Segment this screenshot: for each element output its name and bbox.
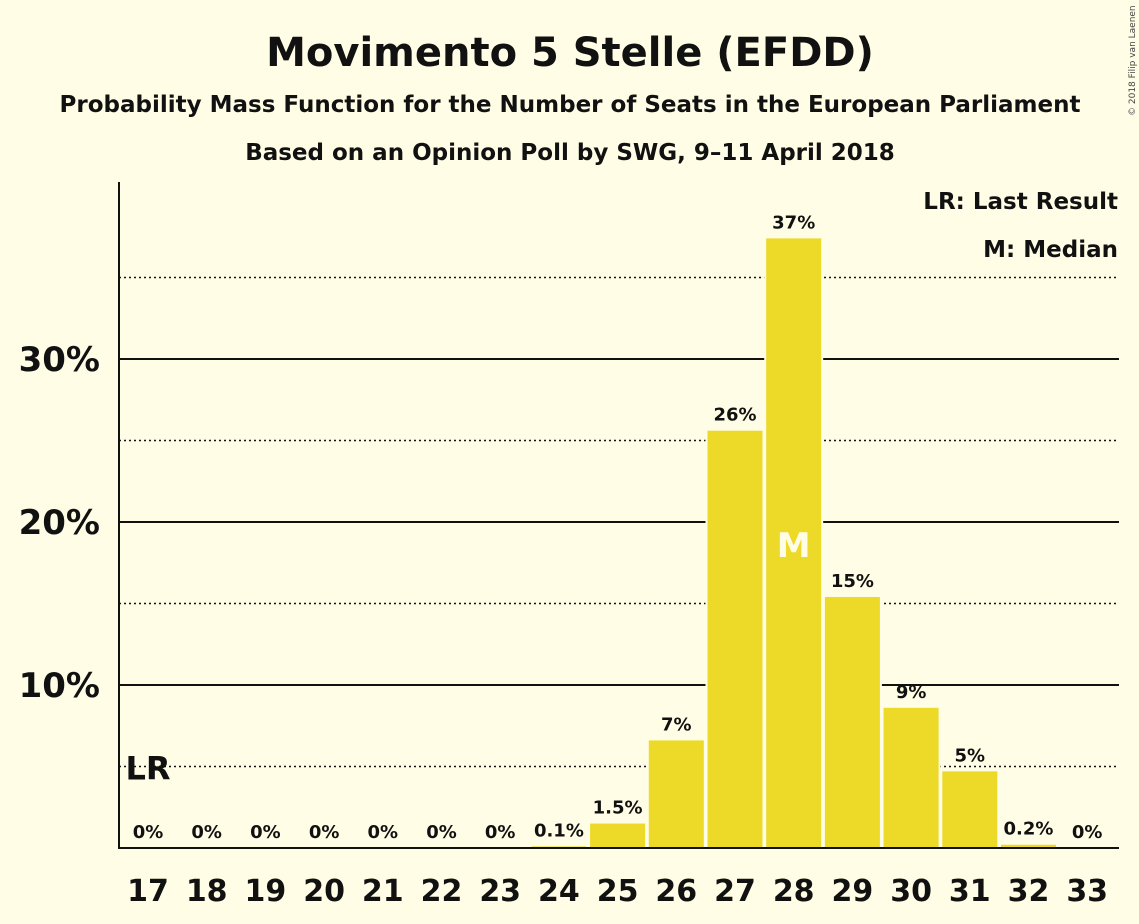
- chart-subtitle-poll: Based on an Opinion Poll by SWG, 9–11 Ap…: [245, 140, 895, 166]
- x-tick-25: 25: [597, 874, 639, 909]
- bar-seats-26: [648, 740, 704, 848]
- last-result-marker: LR: [125, 750, 170, 788]
- x-tick-31: 31: [949, 874, 991, 909]
- x-tick-19: 19: [245, 874, 287, 909]
- bar-seats-25: [590, 823, 646, 848]
- copyright-notice: © 2018 Filip van Laenen: [1128, 5, 1138, 116]
- bar-seats-32: [1001, 844, 1056, 848]
- x-tick-labels: 17 18 19 20 21 22 23 24 25 26 27 28 29 30 31 32 33: [127, 874, 1108, 909]
- x-tick-27: 27: [714, 874, 756, 909]
- x-tick-26: 26: [655, 874, 697, 909]
- data-label-29: 15%: [831, 571, 874, 592]
- bar-gap: [529, 844, 589, 848]
- x-tick-22: 22: [421, 874, 463, 909]
- x-tick-32: 32: [1008, 874, 1050, 909]
- x-tick-18: 18: [186, 874, 228, 909]
- data-label-24: 0.1%: [534, 820, 584, 841]
- data-label-32: 0.2%: [1004, 819, 1054, 840]
- bar-seats-28: [766, 238, 822, 848]
- x-tick-17: 17: [127, 874, 169, 909]
- x-tick-30: 30: [890, 874, 932, 909]
- x-tick-33: 33: [1066, 874, 1108, 909]
- x-tick-29: 29: [832, 874, 874, 909]
- y-tick-label: 20%: [19, 503, 100, 543]
- data-label-19: 0%: [250, 822, 281, 843]
- data-label-20: 0%: [309, 822, 340, 843]
- data-label-28: 37%: [772, 212, 815, 233]
- data-label-17: 0%: [133, 822, 164, 843]
- y-tick-labels: 10% 20% 30%: [19, 340, 100, 706]
- x-tick-21: 21: [362, 874, 404, 909]
- legend-last-result: LR: Last Result: [923, 189, 1118, 215]
- chart-title: Movimento 5 Stelle (EFDD): [266, 30, 874, 76]
- legend-median: M: Median: [983, 237, 1118, 263]
- gridlines: [119, 276, 1119, 768]
- data-label-27: 26%: [713, 405, 756, 426]
- x-tick-20: 20: [303, 874, 345, 909]
- data-label-33: 0%: [1072, 822, 1103, 843]
- y-tick-label: 30%: [19, 340, 100, 380]
- data-label-23: 0%: [485, 822, 516, 843]
- x-tick-23: 23: [479, 874, 521, 909]
- bar-seats-31: [942, 771, 998, 848]
- data-labels: 0% 0% 0% 0% 0% 0% 0% 0.1% 1.5% 7% 26% 37% 15% 9% 5% 0.2…: [125, 212, 1102, 843]
- data-label-26: 7%: [661, 714, 692, 735]
- bars: [529, 236, 1058, 848]
- data-label-25: 1.5%: [593, 798, 643, 819]
- chart-subtitle: Probability Mass Function for the Number…: [60, 92, 1081, 118]
- bar-seats-29: [824, 596, 880, 848]
- data-label-21: 0%: [368, 822, 399, 843]
- bar-seats-30: [883, 707, 939, 848]
- median-marker: M: [777, 526, 811, 566]
- x-tick-24: 24: [538, 874, 580, 909]
- data-label-31: 5%: [955, 745, 986, 766]
- data-label-18: 0%: [191, 822, 222, 843]
- data-label-30: 9%: [896, 682, 927, 703]
- x-tick-28: 28: [773, 874, 815, 909]
- data-label-22: 0%: [426, 822, 457, 843]
- y-tick-label: 10%: [19, 666, 100, 706]
- bar-seats-27: [707, 430, 763, 848]
